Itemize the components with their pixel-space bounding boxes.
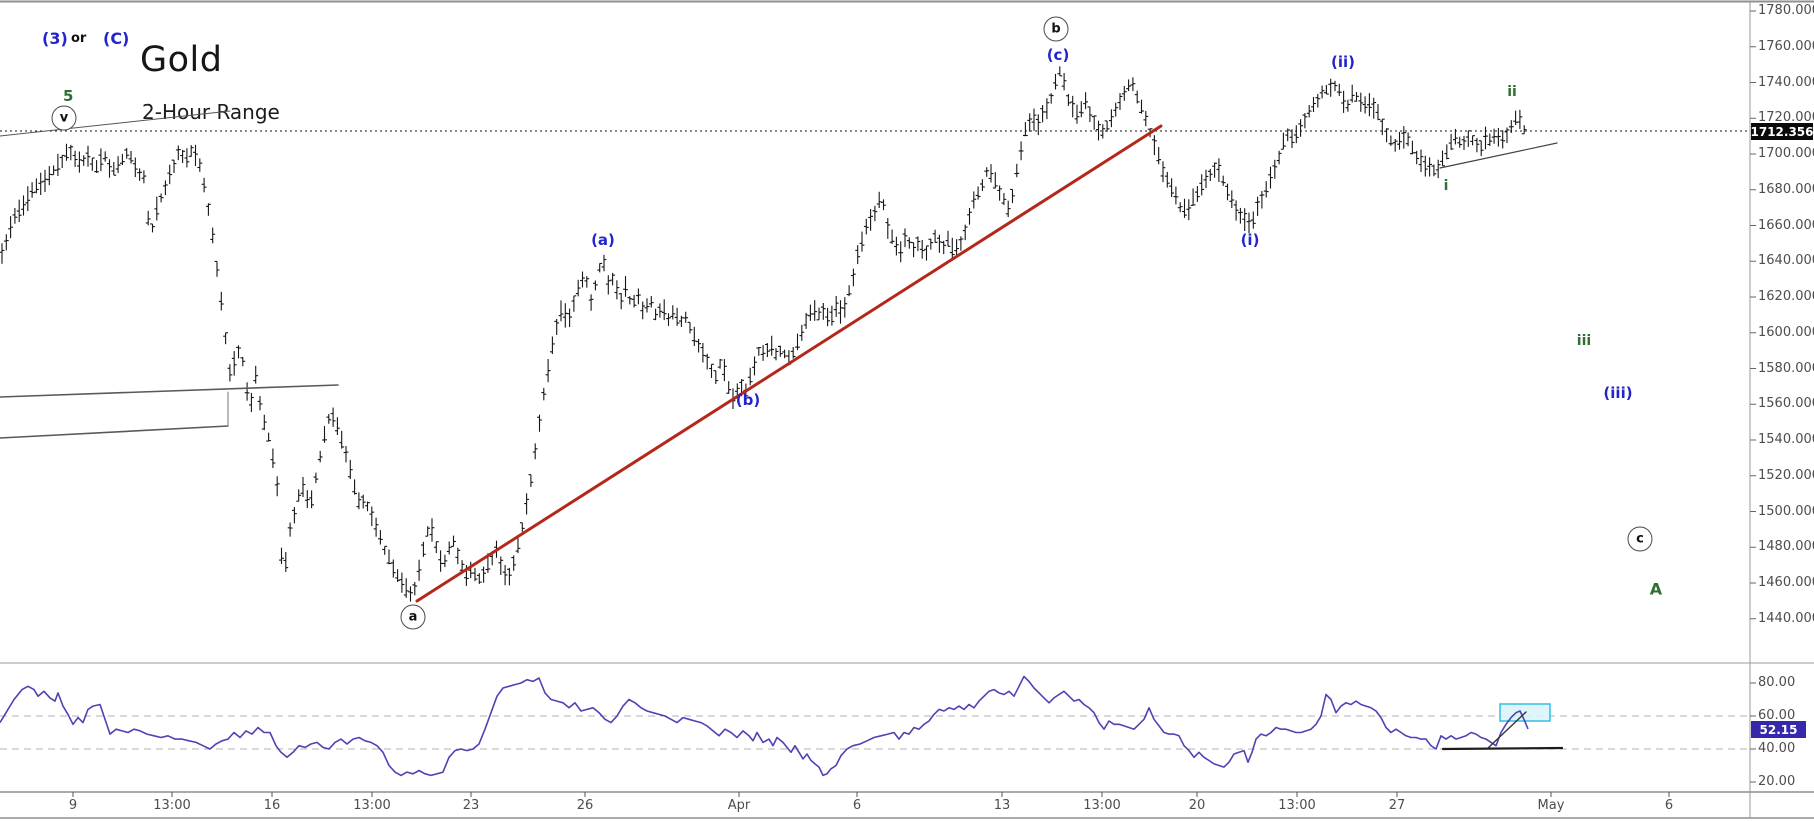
time-axis-label: 20 (1188, 798, 1206, 813)
price-axis-label: 1740.000 (1758, 74, 1814, 90)
price-axis-label: 1560.000 (1758, 396, 1814, 412)
price-axis-label: 1780.000 (1758, 3, 1814, 18)
price-axis-label: 1440.000 (1758, 610, 1814, 626)
time-axis-label: 16 (263, 798, 281, 813)
rsi-breakout-line[interactable] (1487, 711, 1527, 749)
price-bar-series (0, 66, 1527, 602)
time-axis-label: 13 (993, 798, 1011, 813)
time-axis-label: Apr (727, 798, 751, 813)
time-axis-label: 9 (68, 798, 78, 813)
time-axis-label: May (1537, 798, 1565, 813)
support-line-lower[interactable] (0, 425, 229, 439)
price-axis-label: 1620.000 (1758, 289, 1814, 304)
indicator-axis-label: 20.00 (1758, 774, 1796, 789)
wave-label-3[interactable]: (3) (42, 29, 68, 48)
price-axis-label: 1640.000 (1758, 253, 1814, 269)
timeframe-subtitle: 2-Hour Range (142, 100, 280, 124)
price-axis-label: 1760.000 (1758, 38, 1814, 54)
time-axis-label: 13:00 (353, 798, 391, 813)
price-axis-label: 1540.000 (1758, 432, 1814, 447)
time-axis-label: 6 (1664, 798, 1674, 813)
support-line-upper[interactable] (0, 384, 339, 398)
minor-trendline-right[interactable] (1439, 142, 1558, 169)
title-area-trendline[interactable] (0, 110, 231, 137)
price-axis-label: 1500.000 (1758, 503, 1814, 519)
time-axis-label: 13:00 (153, 798, 191, 813)
symbol-title: Gold (140, 40, 223, 80)
price-axis-label: 1680.000 (1758, 181, 1814, 197)
price-axis-label: 1660.000 (1758, 217, 1814, 233)
last-price-badge: 1712.356 (1750, 123, 1814, 140)
rsi-base-line[interactable] (1441, 746, 1564, 751)
price-axis-label: 1480.000 (1758, 539, 1814, 555)
time-axis-label: 13:00 (1083, 798, 1121, 813)
indicator-axis-label: 40.00 (1758, 741, 1796, 756)
time-axis-label: 27 (1388, 798, 1406, 813)
time-axis-label: 26 (576, 798, 594, 813)
time-axis-label: 23 (462, 798, 480, 813)
indicator-axis-label: 80.00 (1758, 675, 1796, 690)
red-trendline[interactable] (415, 124, 1163, 603)
time-axis-label: 13:00 (1278, 798, 1316, 813)
wave-label-or: or (71, 31, 87, 46)
wave-label-C[interactable]: (C) (103, 29, 130, 48)
price-axis-label: 1720.000 (1758, 110, 1814, 126)
price-axis-label: 1600.000 (1758, 324, 1814, 340)
price-axis-label: 1460.000 (1758, 575, 1814, 590)
price-axis-label: 1520.000 (1758, 467, 1814, 483)
time-axis-label: 6 (852, 798, 862, 813)
price-axis-label: 1580.000 (1758, 360, 1814, 376)
wave-label-5[interactable]: 5 (63, 87, 74, 105)
indicator-axis-label: 60.00 (1758, 708, 1796, 723)
indicator-value-badge: 52.15 (1751, 721, 1806, 738)
price-axis-label: 1700.000 (1758, 146, 1814, 161)
rsi-line[interactable] (0, 675, 1529, 777)
